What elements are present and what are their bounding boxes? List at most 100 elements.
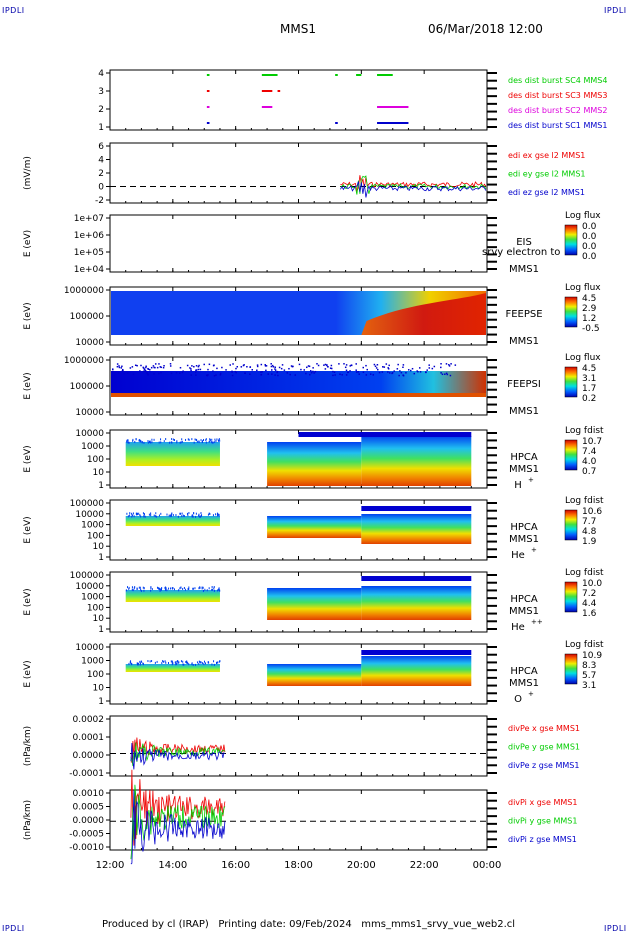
hpca-speck xyxy=(217,588,219,591)
datetime-title: 06/Mar/2018 12:00 xyxy=(428,22,543,36)
y-tick-label: 10000 xyxy=(75,582,104,592)
y-axis-label: (nPa/km) xyxy=(23,800,33,840)
feepsi-speck xyxy=(261,371,263,373)
feepsi-speck xyxy=(332,370,334,373)
feepsi-speck xyxy=(387,368,390,370)
feepsi-speck xyxy=(277,374,279,377)
hpca-speck xyxy=(202,662,204,665)
hpca-speck xyxy=(137,663,139,666)
feepsi-speck xyxy=(234,370,237,373)
hpca-speck xyxy=(166,589,168,592)
feepsi-speck xyxy=(397,363,399,366)
y-tick-label: 1000 xyxy=(81,593,104,603)
hpca-speck xyxy=(199,586,201,589)
feepsi-speck xyxy=(145,366,147,369)
feepsi-speck xyxy=(383,366,386,368)
y-tick-label: 10 xyxy=(93,542,105,552)
feepsi-speck xyxy=(303,369,306,371)
feepsi-speck xyxy=(140,364,142,367)
hpca-speck xyxy=(203,663,205,666)
hpca-speck xyxy=(128,662,130,665)
hpca-speck xyxy=(175,514,177,517)
feepsi-speck xyxy=(160,372,162,374)
feepsi-speck xyxy=(175,372,178,374)
hpca-speck xyxy=(216,662,218,665)
hpca-speck xyxy=(142,586,144,589)
feepsi-speck xyxy=(216,367,218,370)
hpca-speck xyxy=(177,660,179,663)
colorbar-tick-label: 4.8 xyxy=(582,527,597,537)
feepsi-speck xyxy=(385,363,388,365)
feepsi-speck xyxy=(126,372,129,374)
hpca-speck xyxy=(131,588,133,591)
series-legend-3: divPe z gse MMS1 xyxy=(508,761,579,770)
feepsi-speck xyxy=(444,373,446,375)
hpca-speck xyxy=(168,587,170,590)
hpca-speck xyxy=(202,440,204,443)
colorbar-title: Log flux xyxy=(565,283,601,293)
colorbar-tick-label: 4.5 xyxy=(582,294,596,304)
feepsi-speck xyxy=(355,363,357,365)
feepsi-speck xyxy=(398,374,400,377)
footer-filename: mms_mms1_srvy_vue_web2.cl xyxy=(361,919,516,930)
hpca-speck xyxy=(188,586,190,589)
species-label: He xyxy=(511,550,525,561)
y-tick-label: -0.0001 xyxy=(69,769,104,779)
feepsi-speck xyxy=(346,371,349,374)
y-tick-label: 10000 xyxy=(75,643,104,653)
y-tick-label: 1 xyxy=(98,697,104,707)
y-tick-label: 100000 xyxy=(70,571,105,581)
feepsi-speck xyxy=(407,369,410,371)
feepsi-speck xyxy=(378,371,381,374)
hpca-speck xyxy=(198,514,200,517)
hpca-speck xyxy=(161,662,163,665)
feepsi-speck xyxy=(221,366,223,369)
hpca-band-late xyxy=(361,514,472,544)
feepsi-speck xyxy=(365,364,367,367)
hpca-speck xyxy=(140,440,142,443)
hpca-band-early xyxy=(125,516,220,526)
hpca-speck xyxy=(171,587,173,590)
species-label: He xyxy=(511,622,525,633)
burst-interval xyxy=(377,122,409,124)
colorbar-tick-label: 0.0 xyxy=(582,252,597,262)
corner-label-bottom-right: IPDLI xyxy=(604,924,627,933)
hpca-speck xyxy=(218,438,220,441)
feepsi-speck xyxy=(366,368,368,371)
feepsi-speck xyxy=(132,373,135,376)
colorbar-tick-label: 8.3 xyxy=(582,661,596,671)
hpca-speck xyxy=(201,587,203,590)
hpca-speck xyxy=(135,438,137,441)
feepsi-speck xyxy=(260,374,262,376)
hpca-speck xyxy=(211,588,213,591)
feepsi-speck xyxy=(149,368,151,371)
hpca-band-mid xyxy=(267,442,362,486)
hpca-speck xyxy=(160,588,162,591)
feepsi-speck xyxy=(310,372,313,374)
hpca-band-late xyxy=(361,586,472,620)
colorbar-tick-label: 4.0 xyxy=(582,457,597,467)
hpca-speck xyxy=(127,586,129,589)
hpca-speck xyxy=(217,512,219,515)
hpca-speck xyxy=(185,438,187,441)
feepsi-speck xyxy=(300,368,302,371)
hpca-speck xyxy=(151,441,153,444)
hpca-speck xyxy=(219,439,221,442)
hpca-speck xyxy=(148,513,150,516)
hpca-speck xyxy=(143,514,145,517)
hpca-speck xyxy=(188,512,190,515)
hpca-speck xyxy=(217,661,219,664)
feepsi-speck xyxy=(298,363,301,366)
feepsi-speck xyxy=(344,366,347,369)
colorbar xyxy=(564,509,578,541)
hpca-speck xyxy=(134,586,136,589)
y-tick-label: 10000 xyxy=(75,338,104,348)
feepsi-speck xyxy=(411,367,414,370)
species-label: O xyxy=(514,694,522,705)
hpca-speck xyxy=(186,661,188,664)
feepsi-speck xyxy=(158,363,160,365)
mission-label: MMS1 xyxy=(509,406,539,417)
instrument-label: HPCA xyxy=(510,666,538,677)
hpca-speck xyxy=(213,660,215,663)
